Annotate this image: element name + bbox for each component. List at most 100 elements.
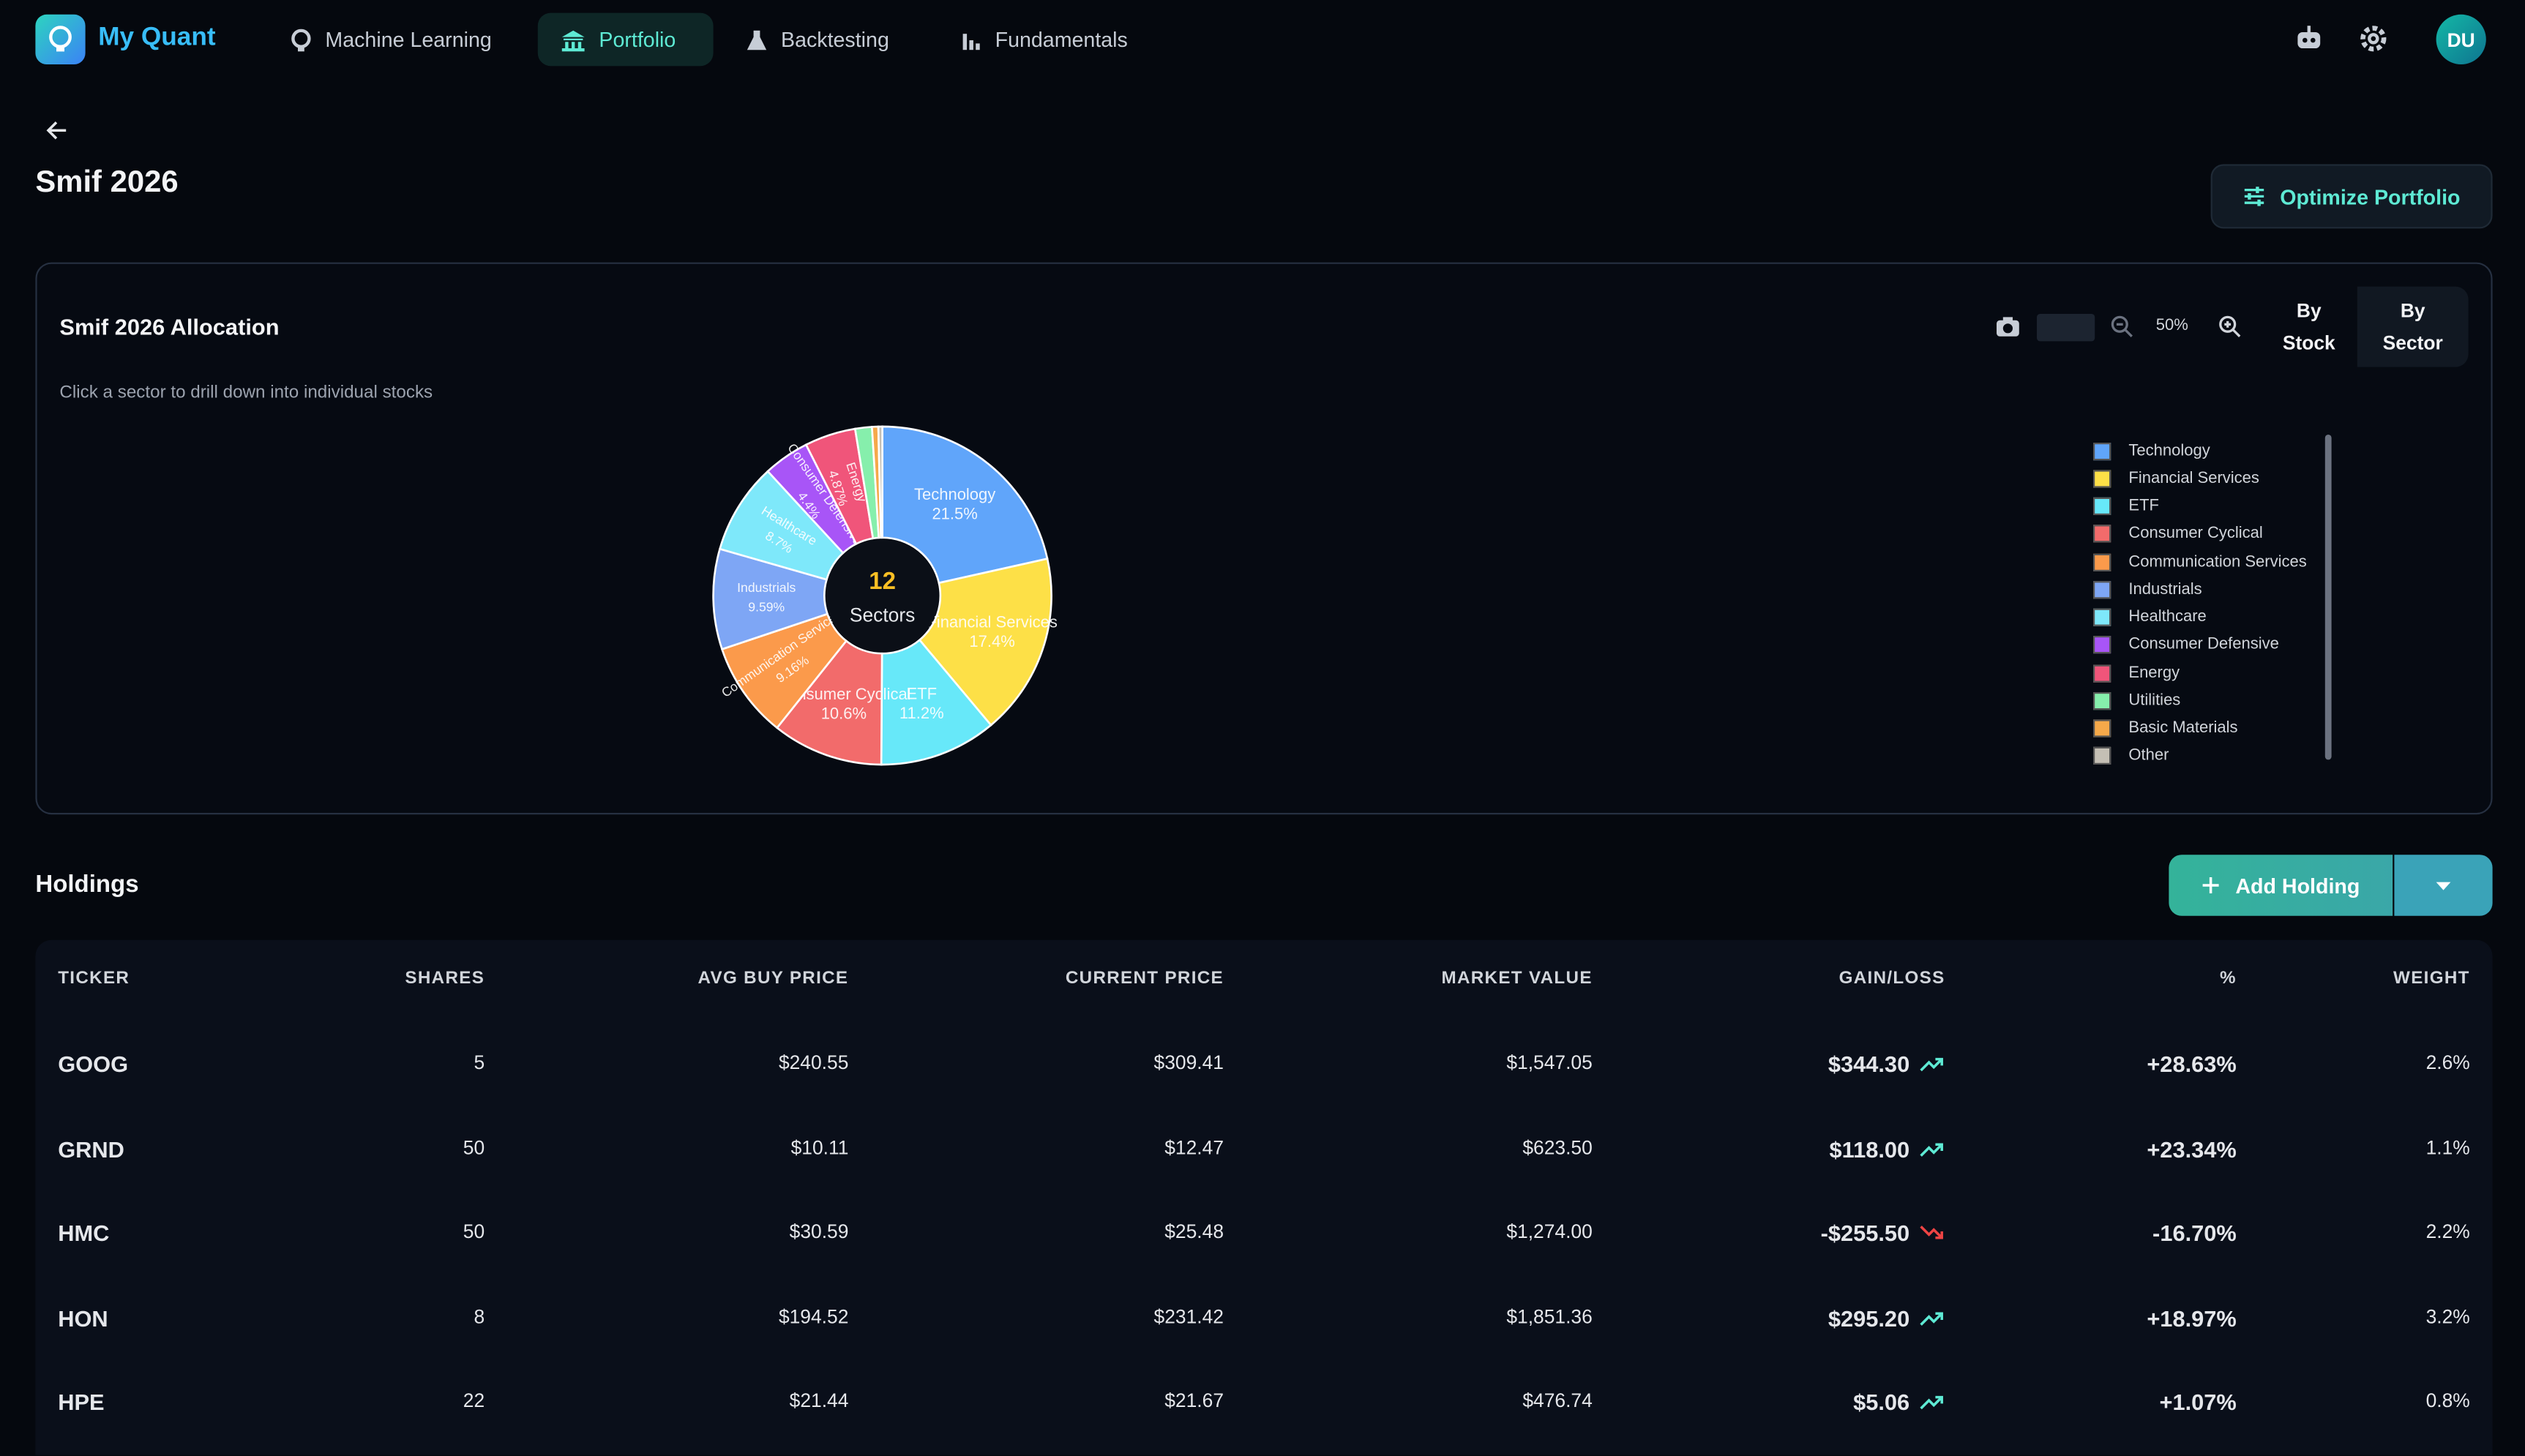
zoom-level: 50%: [2155, 317, 2188, 335]
slice-value: 11.2%: [899, 704, 944, 722]
legend-item[interactable]: Consumer Cyclical: [2093, 522, 2263, 545]
add-dropdown-button[interactable]: [2394, 855, 2493, 916]
cell: 22: [463, 1389, 485, 1412]
holdings-title: Holdings: [35, 871, 139, 898]
cell: +23.34%: [2147, 1136, 2237, 1162]
ticker[interactable]: HPE: [58, 1389, 105, 1415]
legend-label: Technology: [2128, 441, 2210, 460]
nav-label: Machine Learning: [325, 27, 492, 52]
cell: $21.44: [789, 1389, 849, 1412]
pie-slice: [877, 425, 883, 539]
zoom-out-button[interactable]: [2109, 314, 2135, 339]
cell: 5: [474, 1051, 485, 1074]
cell: $476.74: [1522, 1389, 1593, 1412]
cell: $10.11: [790, 1136, 849, 1158]
avatar[interactable]: DU: [2436, 14, 2486, 64]
legend-swatch: [2093, 580, 2111, 598]
legend-scrollbar: [2324, 435, 2332, 760]
cell: $118.00: [1829, 1136, 1910, 1162]
pie-slice: [775, 639, 883, 766]
logo[interactable]: [35, 14, 86, 64]
icon: [291, 28, 311, 51]
nav-item[interactable]: Fundamentals: [937, 13, 1150, 67]
cell: 1.1%: [2425, 1136, 2470, 1158]
cell: $240.55: [778, 1051, 849, 1074]
pie-slice: [918, 558, 1052, 727]
button-label: Add Holding: [2235, 873, 2360, 898]
legend-swatch: [2093, 469, 2111, 488]
nav-item[interactable]: Machine Learning: [267, 13, 514, 67]
zoom-in-button[interactable]: [2217, 314, 2242, 339]
slice-name: Financial Services: [927, 612, 1058, 631]
slice-value: 21.5%: [932, 504, 977, 522]
legend-swatch: [2093, 552, 2111, 571]
cell: 2.6%: [2425, 1051, 2470, 1074]
cell: $25.48: [1164, 1220, 1224, 1243]
ticker[interactable]: HMC: [58, 1220, 110, 1246]
column-header: TICKER: [58, 969, 130, 988]
cell: $12.47: [1164, 1136, 1224, 1158]
legend-item[interactable]: Industrials: [2093, 578, 2202, 601]
legend-label: Utilities: [2128, 691, 2181, 710]
column-header: %: [2219, 969, 2237, 988]
trend-up-icon: [1920, 1311, 1943, 1325]
cell: $295.20: [1828, 1305, 1910, 1331]
toggle-by-sector[interactable]: By Sector: [2357, 286, 2469, 367]
cell: 0.8%: [2425, 1389, 2470, 1412]
trend-up-icon: [1920, 1395, 1943, 1410]
camera-button[interactable]: [1995, 314, 2021, 339]
legend-item[interactable]: Consumer Defensive: [2093, 634, 2279, 656]
legend-item[interactable]: Communication Services: [2093, 550, 2307, 573]
legend-label: Healthcare: [2128, 608, 2207, 626]
ticker[interactable]: GOOG: [58, 1051, 129, 1077]
column-header: CURRENT PRICE: [1065, 969, 1224, 988]
legend-item[interactable]: Other: [2093, 745, 2169, 768]
trend-up-icon: [1920, 1057, 1943, 1072]
slice-name: Technology: [914, 485, 995, 503]
back-button[interactable]: [43, 118, 69, 143]
ticker[interactable]: HON: [58, 1305, 108, 1331]
legend-item[interactable]: Healthcare: [2093, 606, 2207, 628]
legend-label: Industrials: [2128, 580, 2202, 598]
nav-item[interactable]: Portfolio: [537, 12, 714, 67]
cell: 8: [474, 1305, 485, 1327]
add-holding-button[interactable]: Add Holding: [2169, 855, 2393, 916]
pie-hole: [826, 539, 939, 652]
holdings-table: [35, 939, 2493, 1455]
slice-value: 9.59%: [748, 599, 785, 614]
icon: [747, 29, 767, 50]
nav-item[interactable]: Backtesting: [723, 13, 912, 67]
legend-label: Consumer Defensive: [2128, 636, 2279, 654]
legend-item[interactable]: Financial Services: [2093, 468, 2259, 490]
column-header: MARKET VALUE: [1441, 969, 1593, 988]
slice-name: ETF: [906, 685, 937, 703]
slice-value: 17.4%: [969, 632, 1014, 650]
legend-label: Consumer Cyclical: [2128, 525, 2263, 543]
column-header: GAIN/LOSS: [1838, 969, 1945, 988]
cell: $1,274.00: [1506, 1220, 1593, 1243]
slice-name: Industrials: [737, 580, 796, 595]
robot-button[interactable]: [2293, 23, 2325, 55]
ticker[interactable]: GRND: [58, 1136, 124, 1162]
legend-item[interactable]: Utilities: [2093, 689, 2180, 712]
legend-item[interactable]: Energy: [2093, 661, 2180, 684]
logo-icon: [49, 26, 72, 52]
column-header: AVG BUY PRICE: [697, 969, 849, 988]
legend-swatch: [2093, 664, 2111, 682]
cell: $21.67: [1164, 1389, 1224, 1412]
legend-item[interactable]: Technology: [2093, 440, 2210, 462]
cell: +1.07%: [2159, 1389, 2237, 1415]
legend-swatch: [2093, 525, 2111, 543]
nav-label: Fundamentals: [995, 27, 1128, 52]
legend-item[interactable]: ETF: [2093, 495, 2159, 518]
optimize-button[interactable]: Optimize Portfolio: [2210, 164, 2493, 229]
toggle-by-stock[interactable]: By Stock: [2282, 299, 2335, 354]
cell: -$255.50: [1820, 1220, 1910, 1246]
card-hint: Click a sector to drill down into indivi…: [59, 383, 433, 402]
color-box[interactable]: [2037, 314, 2095, 342]
legend-item[interactable]: Basic Materials: [2093, 717, 2238, 740]
settings-button[interactable]: [2357, 23, 2390, 55]
